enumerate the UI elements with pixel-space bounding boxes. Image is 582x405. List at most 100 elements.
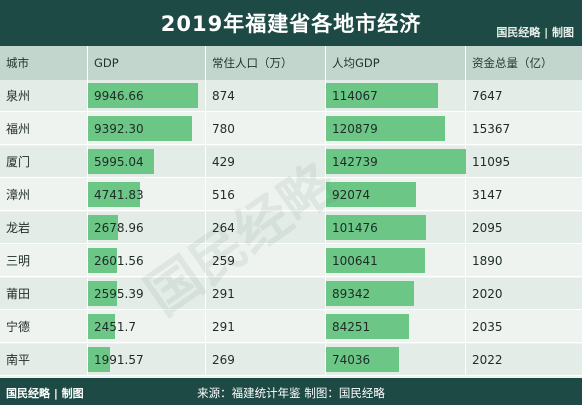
city-cell: 泉州 (0, 80, 88, 111)
city-cell: 宁德 (0, 311, 88, 342)
city-cell: 福州 (0, 113, 88, 144)
column-header-funds: 资金总量（亿） (472, 56, 553, 70)
city-cell-value: 龙岩 (6, 221, 31, 235)
funds-cell-value: 2020 (472, 286, 503, 301)
table-row: 泉州 9946.66 874 114067 7647 (0, 80, 582, 112)
population-cell: 291 (206, 311, 326, 342)
table-row: 漳州 4741.83 516 92074 3147 (0, 179, 582, 211)
gdp-bar (88, 281, 117, 306)
gdp-cell-value: 2595.39 (94, 286, 144, 301)
table-row: 三明 2601.56 259 100641 1890 (0, 245, 582, 277)
funds-cell-value: 11095 (472, 154, 511, 169)
per-capita-gdp-cell-value: 120879 (332, 121, 378, 136)
footer-bar: 国民经略 | 制图 来源：福建统计年鉴 制图：国民经略 (0, 378, 582, 405)
population-cell-value: 516 (212, 187, 235, 202)
funds-cell: 2095 (466, 212, 582, 243)
gdp-bar (88, 248, 117, 273)
per-capita-gdp-cell: 84251 (326, 311, 466, 342)
city-cell: 莆田 (0, 278, 88, 309)
city-cell-value: 漳州 (6, 188, 31, 202)
per-capita-gdp-cell-value: 142739 (332, 154, 378, 169)
per-capita-gdp-cell: 114067 (326, 80, 466, 111)
gdp-bar (88, 83, 198, 108)
gdp-cell-value: 9392.30 (94, 121, 144, 136)
gdp-cell: 4741.83 (88, 179, 206, 210)
population-cell: 516 (206, 179, 326, 210)
funds-cell: 2035 (466, 311, 582, 342)
gdp-bar (88, 182, 140, 207)
city-cell: 漳州 (0, 179, 88, 210)
funds-cell-value: 1890 (472, 253, 503, 268)
funds-cell-value: 15367 (472, 121, 511, 136)
table-row: 福州 9392.30 780 120879 15367 (0, 113, 582, 145)
per-capita-gdp-cell-value: 92074 (332, 187, 371, 202)
per-capita-gdp-cell-value: 114067 (332, 88, 378, 103)
population-cell-value: 874 (212, 88, 235, 103)
funds-cell: 3147 (466, 179, 582, 210)
per-capita-gdp-bar (326, 281, 414, 306)
column-header-per-capita-gdp: 人均GDP (326, 46, 466, 80)
gdp-cell-value: 5995.04 (94, 154, 144, 169)
per-capita-gdp-bar (326, 83, 438, 108)
per-capita-gdp-cell-value: 89342 (332, 286, 371, 301)
city-cell-value: 厦门 (6, 155, 31, 169)
population-cell: 429 (206, 146, 326, 177)
per-capita-gdp-cell: 89342 (326, 278, 466, 309)
city-cell: 三明 (0, 245, 88, 276)
funds-cell: 15367 (466, 113, 582, 144)
population-cell: 264 (206, 212, 326, 243)
city-cell: 南平 (0, 344, 88, 375)
per-capita-gdp-bar (326, 116, 445, 141)
population-cell: 874 (206, 80, 326, 111)
population-cell-value: 780 (212, 121, 235, 136)
city-cell-value: 福州 (6, 122, 31, 136)
gdp-cell-value: 9946.66 (94, 88, 144, 103)
table-row: 莆田 2595.39 291 89342 2020 (0, 278, 582, 310)
population-cell: 259 (206, 245, 326, 276)
city-cell: 厦门 (0, 146, 88, 177)
brand-label-top: 国民经略 | 制图 (496, 26, 574, 39)
funds-cell: 2022 (466, 344, 582, 375)
per-capita-gdp-bar (326, 314, 409, 339)
population-cell: 269 (206, 344, 326, 375)
gdp-cell: 2678.96 (88, 212, 206, 243)
city-cell-value: 莆田 (6, 287, 31, 301)
gdp-cell: 2601.56 (88, 245, 206, 276)
per-capita-gdp-cell-value: 100641 (332, 253, 378, 268)
gdp-cell: 2595.39 (88, 278, 206, 309)
per-capita-gdp-bar (326, 182, 416, 207)
gdp-cell: 1991.57 (88, 344, 206, 375)
gdp-cell-value: 2451.7 (94, 319, 136, 334)
funds-cell-value: 7647 (472, 88, 503, 103)
per-capita-gdp-cell: 92074 (326, 179, 466, 210)
table-row: 厦门 5995.04 429 142739 11095 (0, 146, 582, 178)
title-bar: 2019年福建省各地市经济 国民经略 | 制图 (0, 0, 582, 46)
population-cell-value: 429 (212, 154, 235, 169)
gdp-bar (88, 314, 115, 339)
population-cell-value: 264 (212, 220, 235, 235)
gdp-cell-value: 4741.83 (94, 187, 144, 202)
city-cell-value: 南平 (6, 353, 31, 367)
data-table: 城市 GDP 常住人口（万） 人均GDP 资金总量（亿） 泉州 9946.66 87… (0, 46, 582, 378)
column-header-city: 城市 (0, 46, 88, 80)
gdp-cell-value: 2678.96 (94, 220, 144, 235)
population-cell: 291 (206, 278, 326, 309)
per-capita-gdp-cell: 74036 (326, 344, 466, 375)
table-row: 宁德 2451.7 291 84251 2035 (0, 311, 582, 343)
per-capita-gdp-bar (326, 149, 466, 174)
column-header-gdp: GDP (88, 46, 206, 80)
gdp-cell: 9392.30 (88, 113, 206, 144)
gdp-bar (88, 347, 110, 372)
per-capita-gdp-cell-value: 74036 (332, 352, 371, 367)
per-capita-gdp-cell: 142739 (326, 146, 466, 177)
chart-title: 2019年福建省各地市经济 (160, 12, 422, 36)
source-note: 来源：福建统计年鉴 制图：国民经略 (197, 386, 385, 400)
gdp-cell: 5995.04 (88, 146, 206, 177)
per-capita-gdp-cell: 120879 (326, 113, 466, 144)
gdp-bar (88, 215, 118, 240)
per-capita-gdp-cell-value: 84251 (332, 319, 371, 334)
population-cell-value: 259 (212, 253, 235, 268)
funds-cell: 2020 (466, 278, 582, 309)
city-cell-value: 泉州 (6, 89, 31, 103)
per-capita-gdp-bar (326, 347, 399, 372)
